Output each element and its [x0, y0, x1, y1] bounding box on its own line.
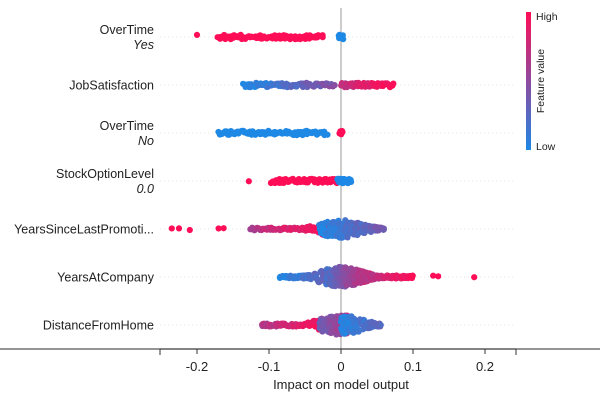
points-layer — [168, 31, 478, 338]
feature-labels: OverTimeYesJobSatisfactionOverTimeNoStoc… — [14, 23, 155, 333]
shap-point — [409, 272, 416, 279]
x-axis-title: Impact on model output — [273, 377, 409, 392]
shap-point — [168, 225, 175, 232]
x-tick-label: 0 — [337, 359, 344, 374]
colorbar: High Low Feature value — [526, 11, 558, 153]
shap-point — [471, 274, 478, 281]
feature-name-label: YearsAtCompany — [57, 271, 155, 285]
x-tick-label: -0.2 — [186, 359, 208, 374]
feature-name-label: JobSatisfaction — [69, 79, 154, 93]
feature-value-label: 0.0 — [137, 182, 154, 196]
feature-row-4 — [168, 217, 387, 241]
shap-point — [220, 225, 227, 232]
feature-name-label: YearsSinceLastPromoti... — [14, 223, 154, 237]
shap-point — [344, 234, 351, 241]
shap-point — [380, 225, 387, 232]
feature-row-6 — [259, 312, 384, 338]
feature-value-label: No — [138, 134, 154, 148]
feature-name-label: OverTime — [100, 119, 154, 133]
feature-value-label: Yes — [133, 38, 154, 52]
colorbar-low-label: Low — [536, 141, 556, 153]
feature-row-5 — [276, 263, 478, 290]
x-tick-label: 0.2 — [476, 359, 494, 374]
shap-point — [175, 225, 183, 232]
shap-point — [377, 321, 384, 329]
feature-name-label: StockOptionLevel — [56, 167, 154, 181]
shap-point — [193, 31, 201, 38]
shap-point — [339, 128, 346, 136]
colorbar-high-label: High — [536, 11, 558, 23]
shap-point — [347, 178, 355, 185]
x-axis: -0.2 -0.1 0 0.1 0.2 Impact on model output — [0, 348, 600, 392]
feature-row-0 — [193, 31, 347, 43]
x-tick-label: -0.1 — [258, 359, 280, 374]
shap-point — [340, 36, 347, 43]
shap-point — [435, 273, 442, 280]
shap-point — [245, 178, 252, 185]
x-tick-label: 0.1 — [404, 359, 422, 374]
shap-point — [430, 272, 437, 279]
feature-name-label: OverTime — [100, 23, 154, 37]
colorbar-title: Feature value — [535, 49, 547, 113]
colorbar-gradient — [526, 12, 531, 150]
feature-row-3 — [245, 175, 355, 187]
feature-row-1 — [239, 79, 397, 91]
shap-point — [215, 225, 222, 232]
shap-point — [186, 226, 193, 234]
shap-point — [324, 131, 331, 138]
shap-point — [319, 34, 326, 41]
feature-name-label: DistanceFromHome — [43, 319, 154, 333]
shap-point — [390, 80, 397, 87]
feature-row-2 — [215, 127, 346, 139]
shap-point — [331, 82, 338, 89]
